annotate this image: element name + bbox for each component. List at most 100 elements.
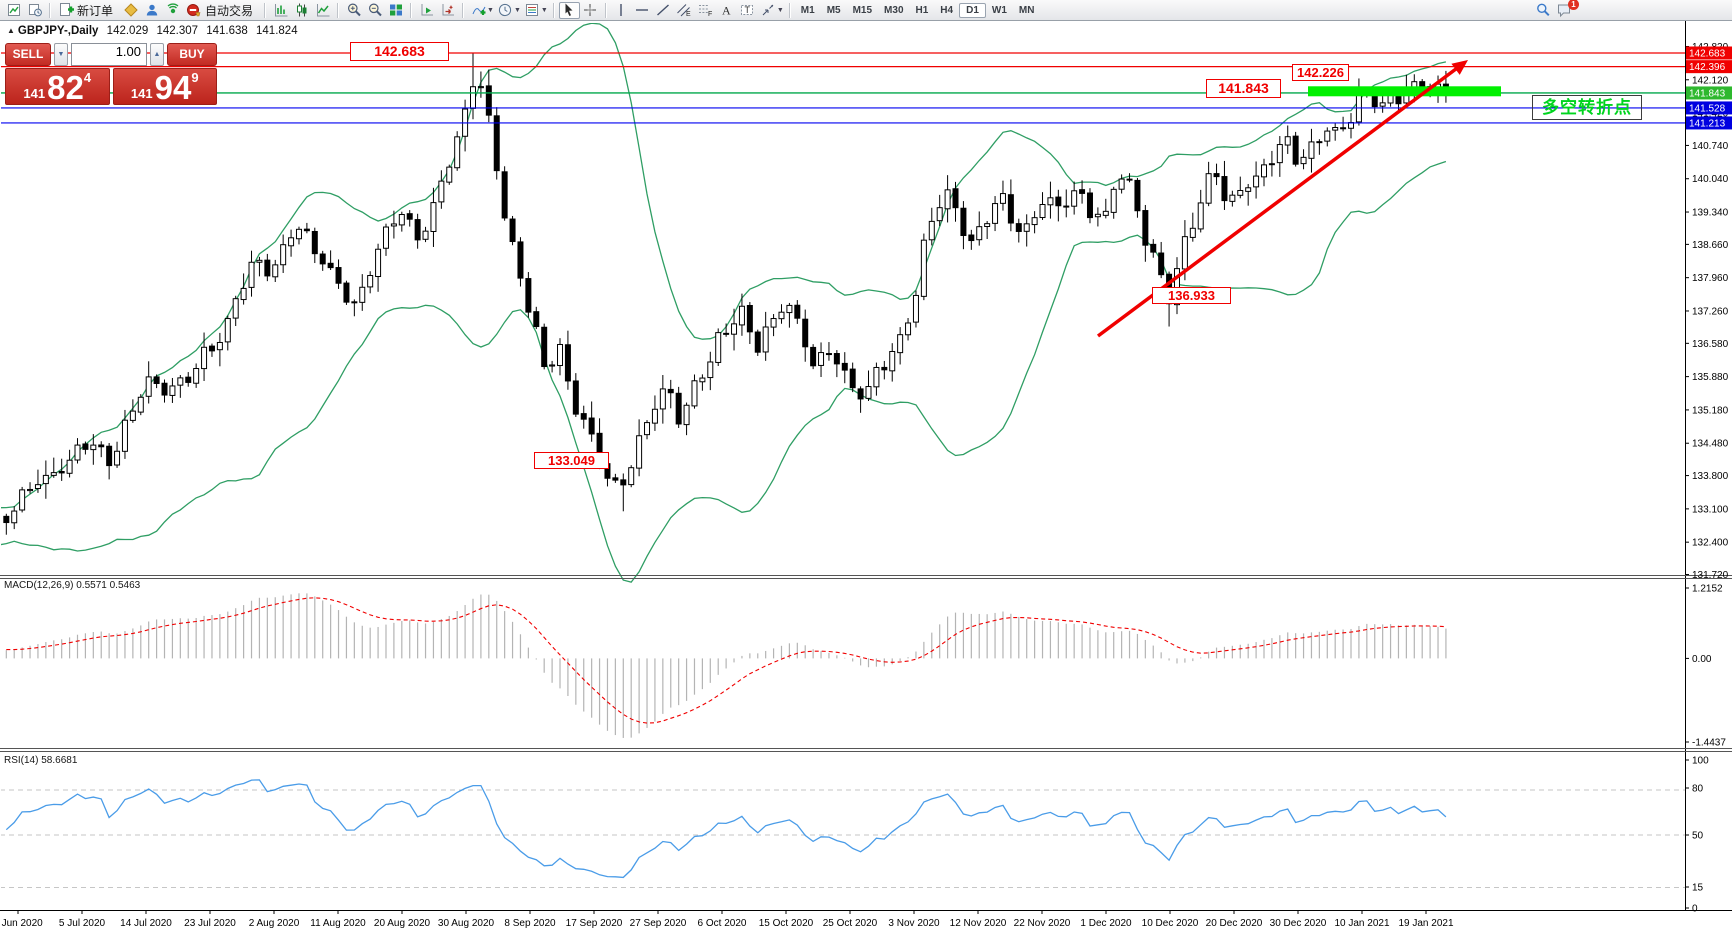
- toolbar-separator: [337, 2, 340, 18]
- zoom-in-icon[interactable]: [343, 2, 364, 19]
- periods-icon[interactable]: [495, 2, 516, 19]
- chart-profiles-icon[interactable]: [24, 2, 45, 19]
- timeframe-m5[interactable]: M5: [826, 4, 841, 16]
- fibonacci-tool-icon[interactable]: F: [695, 2, 716, 19]
- svg-text:17 Sep 2020: 17 Sep 2020: [566, 918, 623, 929]
- svg-text:T: T: [745, 5, 751, 15]
- search-icon[interactable]: [1532, 2, 1553, 19]
- toolbar-separator: [788, 2, 791, 18]
- new-order-icon[interactable]: [55, 2, 76, 19]
- signals-icon[interactable]: [162, 2, 183, 19]
- sell-price-button[interactable]: 141 82 4: [5, 68, 110, 105]
- channel-tool-icon[interactable]: E: [674, 2, 695, 19]
- svg-text:80: 80: [1692, 784, 1704, 795]
- autotrade-icon[interactable]: [183, 2, 204, 19]
- text-label-tool-icon[interactable]: T: [737, 2, 758, 19]
- sell-button[interactable]: SELL: [5, 43, 51, 66]
- timeframe-h1[interactable]: H1: [915, 4, 929, 16]
- price-label-141843[interactable]: 141.843: [1206, 79, 1281, 98]
- price-axis[interactable]: 142.820142.120141.420140.740140.040139.3…: [1685, 42, 1732, 915]
- svg-text:12 Nov 2020: 12 Nov 2020: [950, 918, 1007, 929]
- svg-text:142.120: 142.120: [1692, 75, 1729, 86]
- timeframe-h4[interactable]: H4: [940, 4, 954, 16]
- rsi-pane[interactable]: [0, 779, 1685, 888]
- price-badge-142.396: [1686, 60, 1732, 74]
- tile-windows-icon[interactable]: [385, 2, 406, 19]
- auto-scroll-icon[interactable]: [416, 2, 437, 19]
- crosshair-tool-icon[interactable]: [580, 2, 601, 19]
- zoom-out-icon[interactable]: [364, 2, 385, 19]
- quote-direction-icon: ▲: [7, 26, 15, 35]
- svg-text:30 Aug 2020: 30 Aug 2020: [438, 918, 495, 929]
- timeframe-mn[interactable]: MN: [1018, 4, 1035, 16]
- horizontal-line-tool-icon[interactable]: [632, 2, 653, 19]
- svg-text:139.340: 139.340: [1692, 208, 1729, 219]
- timeframe-m1[interactable]: M1: [800, 4, 815, 16]
- buy-button[interactable]: BUY: [167, 43, 217, 66]
- timeframe-m15[interactable]: M15: [852, 4, 873, 16]
- periods-dropdown-caret[interactable]: ▼: [513, 6, 521, 14]
- price-label-142226[interactable]: 142.226: [1292, 64, 1349, 81]
- candlestick-chart-icon[interactable]: [291, 2, 312, 19]
- chat-icon[interactable]: 1: [1553, 0, 1579, 19]
- svg-text:27 Sep 2020: 27 Sep 2020: [630, 918, 687, 929]
- cursor-tool-icon[interactable]: [558, 1, 580, 19]
- price-badge-141.213: [1686, 116, 1732, 130]
- svg-text:30 Dec 2020: 30 Dec 2020: [1270, 918, 1327, 929]
- timeframe-w1[interactable]: W1: [991, 4, 1007, 16]
- indicators-dropdown-caret[interactable]: ▼: [487, 6, 494, 14]
- svg-text:10 Jan 2021: 10 Jan 2021: [1334, 918, 1389, 929]
- volume-decrease-button[interactable]: ▼: [54, 43, 68, 66]
- metaeditor-icon[interactable]: [120, 2, 141, 19]
- templates-icon[interactable]: [522, 2, 543, 19]
- sell-price-sup: 4: [83, 70, 92, 85]
- svg-text:6 Oct 2020: 6 Oct 2020: [698, 918, 747, 929]
- symbol-period: GBPJPY-,Daily: [17, 25, 99, 37]
- buy-price-button[interactable]: 141 94 9: [112, 68, 217, 105]
- timeframe-m30[interactable]: M30: [884, 4, 904, 16]
- main-price-pane[interactable]: [0, 23, 1685, 583]
- trendline-tool-icon[interactable]: [653, 2, 674, 19]
- support-zone-bar[interactable]: [1308, 86, 1501, 97]
- macd-signal-line: [6, 597, 1446, 724]
- volume-input[interactable]: 1.00: [71, 43, 147, 66]
- indicators-icon[interactable]: [468, 2, 489, 19]
- price-label-136933[interactable]: 136.933: [1152, 287, 1231, 304]
- templates-dropdown-caret[interactable]: ▼: [540, 6, 548, 14]
- date-axis[interactable]: 5 Jun 2020 5 Jul 2020 14 Jul 2020 23 Jul 20…: [0, 911, 1454, 929]
- svg-text:5 Jul 2020: 5 Jul 2020: [59, 918, 106, 929]
- price-badge-141.528: [1686, 101, 1732, 115]
- svg-text:137.960: 137.960: [1692, 273, 1729, 284]
- price-label-142683[interactable]: 142.683: [350, 42, 449, 61]
- volume-increase-button[interactable]: ▲: [150, 43, 164, 66]
- toolbar-separator: [410, 2, 413, 18]
- macd-pane[interactable]: [5, 593, 1447, 738]
- arrows-dropdown-caret[interactable]: ▼: [776, 6, 784, 14]
- autotrade-label[interactable]: 自动交易: [205, 3, 254, 18]
- svg-text:20 Aug 2020: 20 Aug 2020: [374, 918, 431, 929]
- chart-shift-icon[interactable]: [437, 2, 458, 19]
- notification-badge: 1: [1568, 0, 1579, 10]
- svg-text:19 Jan 2021: 19 Jan 2021: [1398, 918, 1453, 929]
- annotation-turning-point[interactable]: 多空转折点: [1532, 95, 1642, 120]
- line-chart-icon[interactable]: [312, 2, 333, 19]
- new-order-label[interactable]: 新订单: [77, 3, 114, 18]
- price-label-133049[interactable]: 133.049: [534, 452, 609, 469]
- vertical-line-tool-icon[interactable]: [611, 2, 632, 19]
- svg-text:8 Sep 2020: 8 Sep 2020: [504, 918, 556, 929]
- text-tool-icon[interactable]: A: [716, 2, 737, 19]
- svg-text:137.260: 137.260: [1692, 306, 1729, 317]
- new-chart-icon[interactable]: [3, 2, 24, 19]
- arrows-tool-icon[interactable]: [758, 2, 779, 19]
- bar-chart-icon[interactable]: [270, 2, 291, 19]
- svg-text:100: 100: [1692, 756, 1709, 767]
- svg-text:141.213: 141.213: [1689, 118, 1726, 129]
- toolbar-separator: [552, 2, 555, 18]
- quote-line: ▲ GBPJPY-,Daily 142.029 142.307 141.638 1…: [7, 25, 298, 37]
- timeframe-d1[interactable]: D1: [959, 2, 986, 18]
- community-icon[interactable]: [141, 2, 162, 19]
- svg-text:1 Dec 2020: 1 Dec 2020: [1080, 918, 1132, 929]
- svg-text:14 Jul 2020: 14 Jul 2020: [120, 918, 172, 929]
